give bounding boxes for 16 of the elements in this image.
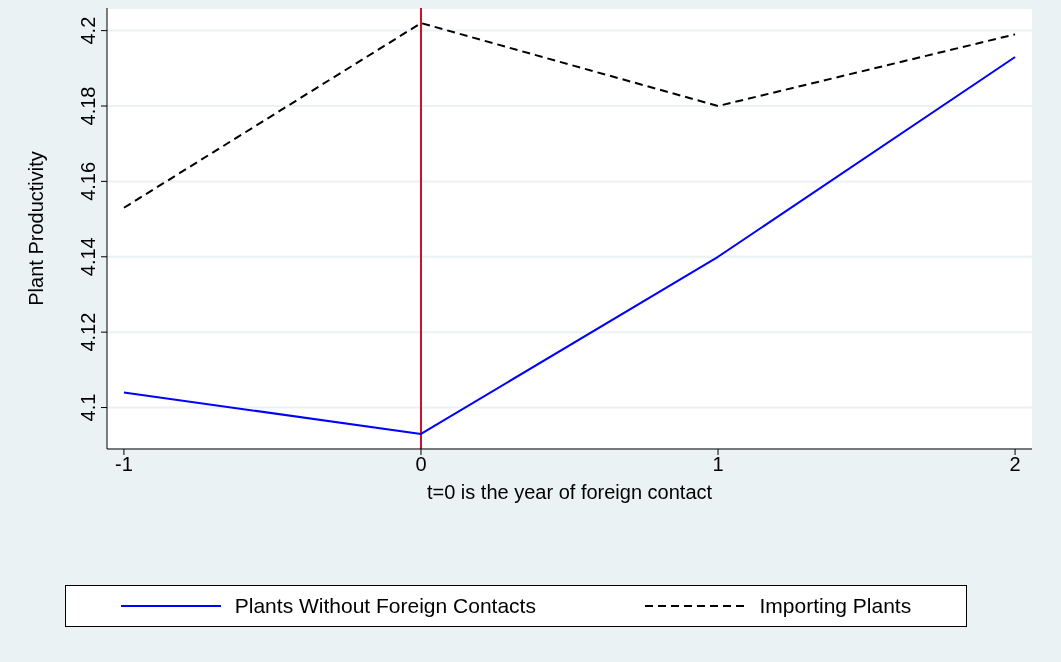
x-tick-label: -1 xyxy=(115,453,133,476)
legend-label: Importing Plants xyxy=(759,594,912,618)
y-tick-label: 4.12 xyxy=(77,312,99,352)
y-axis-title: Plant Productivity xyxy=(25,151,48,306)
x-tick-label: 1 xyxy=(712,453,724,476)
line-series xyxy=(122,56,1017,435)
y-tick-label: 4.1 xyxy=(77,393,99,422)
x-tick-label: 2 xyxy=(1009,453,1021,476)
x-axis-title: t=0 is the year of foreign contact xyxy=(426,481,713,503)
x-tick-label: 0 xyxy=(415,453,427,476)
line-series xyxy=(122,22,1017,209)
y-tick-label: 4.14 xyxy=(77,237,99,277)
legend-label: Plants Without Foreign Contacts xyxy=(234,594,536,618)
y-tick-label: 4.2 xyxy=(77,16,99,45)
y-tick-label: 4.16 xyxy=(77,161,99,201)
y-tick-label: 4.18 xyxy=(77,86,99,126)
